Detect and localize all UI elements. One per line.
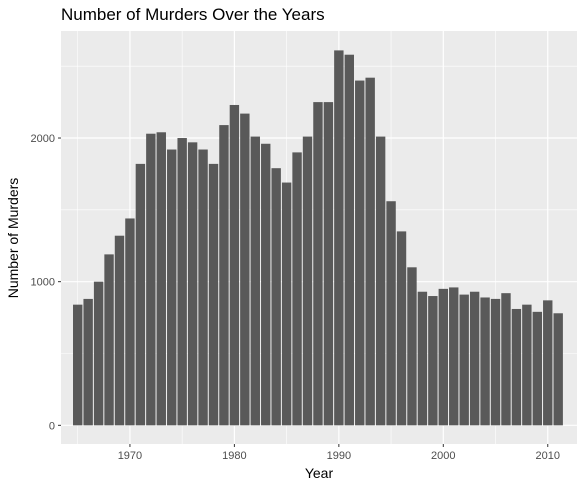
bar-1981 bbox=[240, 113, 250, 426]
bar-2000 bbox=[438, 288, 448, 426]
bar-1990 bbox=[334, 50, 344, 426]
y-tick-label: 1000 bbox=[31, 277, 55, 289]
bar-1970 bbox=[125, 218, 135, 426]
bar-2001 bbox=[449, 287, 459, 426]
bar-2009 bbox=[532, 311, 543, 426]
bar-1993 bbox=[365, 77, 375, 426]
bar-1965 bbox=[73, 304, 83, 426]
y-axis-title: Number of Murders bbox=[5, 178, 21, 299]
x-axis: 1970 1980 1990 2000 2010 bbox=[118, 444, 560, 462]
bar-1985 bbox=[281, 182, 292, 426]
bar-1973 bbox=[156, 132, 166, 426]
bar-1998 bbox=[417, 291, 428, 426]
bar-2003 bbox=[469, 291, 480, 426]
x-tick-label: 2010 bbox=[536, 450, 560, 462]
bar-1987 bbox=[302, 136, 313, 426]
bar-1971 bbox=[135, 163, 146, 426]
bar-1972 bbox=[146, 133, 156, 426]
bar-1978 bbox=[208, 163, 219, 426]
bar-1992 bbox=[355, 80, 365, 426]
bar-1986 bbox=[292, 152, 302, 426]
bar-1976 bbox=[187, 142, 198, 426]
bar-2008 bbox=[522, 304, 532, 426]
bar-1999 bbox=[428, 296, 438, 426]
bar-1980 bbox=[229, 104, 240, 426]
x-tick-label: 1970 bbox=[118, 450, 142, 462]
y-axis: 0 1000 2000 bbox=[31, 133, 61, 432]
bar-1984 bbox=[271, 168, 281, 426]
bar-2007 bbox=[511, 308, 522, 426]
bar-1995 bbox=[386, 201, 396, 426]
bar-1982 bbox=[250, 136, 260, 426]
bar-1989 bbox=[323, 102, 334, 426]
bar-1988 bbox=[313, 102, 323, 426]
bar-1997 bbox=[407, 267, 417, 426]
bar-2004 bbox=[480, 297, 490, 426]
bar-2006 bbox=[501, 293, 511, 426]
bar-1975 bbox=[177, 138, 187, 426]
bar-1967 bbox=[93, 281, 104, 426]
chart-title: Number of Murders Over the Years bbox=[61, 5, 325, 24]
bar-2002 bbox=[459, 294, 469, 426]
bar-1979 bbox=[219, 125, 229, 426]
bar-2005 bbox=[490, 298, 501, 426]
bars bbox=[73, 50, 563, 426]
bar-1974 bbox=[167, 149, 177, 426]
bar-2010 bbox=[543, 300, 553, 426]
bar-1977 bbox=[198, 149, 208, 426]
bar-1996 bbox=[396, 231, 407, 426]
x-axis-title: Year bbox=[305, 465, 334, 481]
x-tick-label: 1990 bbox=[327, 450, 351, 462]
bar-1969 bbox=[114, 235, 125, 426]
bar-1968 bbox=[104, 254, 114, 426]
bar-1966 bbox=[83, 298, 93, 426]
bar-1983 bbox=[261, 143, 271, 426]
y-tick-label: 2000 bbox=[31, 133, 55, 145]
x-tick-label: 1980 bbox=[222, 450, 246, 462]
y-tick-label: 0 bbox=[49, 420, 55, 432]
bar-1991 bbox=[344, 54, 354, 426]
bar-2011 bbox=[553, 313, 563, 426]
bar-1994 bbox=[375, 136, 386, 426]
x-tick-label: 2000 bbox=[431, 450, 455, 462]
